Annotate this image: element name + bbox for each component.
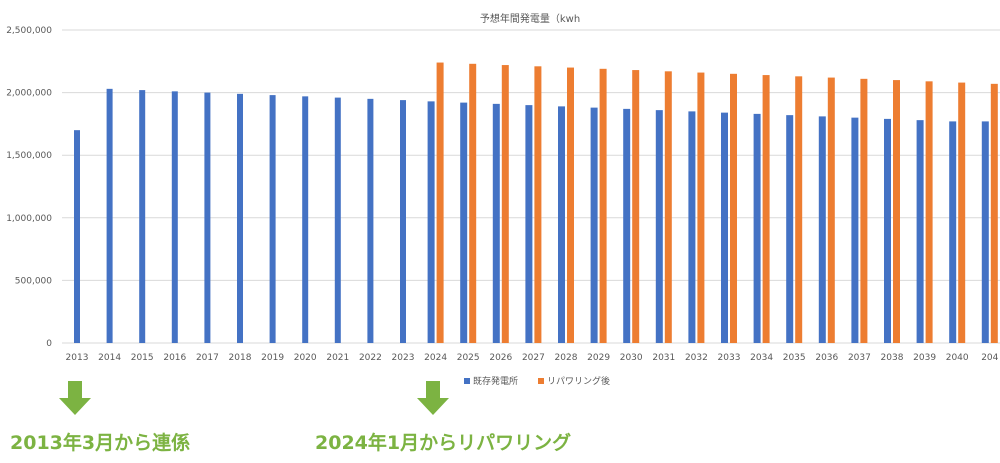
bar-existing	[818, 116, 826, 343]
x-tick-label: 2016	[163, 353, 186, 363]
legend-label: 既存発電所	[473, 375, 518, 387]
legend-swatch	[538, 378, 544, 384]
annotation-left: 2013年3月から連係	[10, 432, 191, 454]
bar-existing	[655, 110, 663, 344]
bar-repowered	[762, 75, 770, 344]
y-tick-label: 0	[46, 339, 52, 349]
bar-repowered	[632, 70, 640, 344]
x-tick-label: 2033	[718, 353, 741, 363]
bar-existing	[302, 96, 309, 343]
bar-existing	[460, 102, 468, 343]
bar-existing	[334, 97, 341, 343]
x-tick-label: 2032	[685, 353, 708, 363]
bar-existing	[786, 115, 794, 343]
bar-existing	[525, 105, 533, 344]
bar-existing	[106, 88, 113, 344]
x-tick-label: 2028	[555, 353, 578, 363]
x-tick-label: 2025	[457, 353, 480, 363]
x-tick-label: 2014	[98, 353, 121, 363]
bar-repowered	[860, 78, 868, 343]
bar-existing	[139, 90, 146, 343]
bar-existing	[851, 117, 859, 343]
x-tick-label: 2027	[522, 353, 545, 363]
bar-existing	[753, 113, 761, 343]
x-axis-ticks: 2013 2014 2015 2016 2017 2018 2019 2020 2021 2022…	[66, 353, 999, 363]
x-tick-label: 2024	[424, 353, 447, 363]
y-tick-label: 2,000,000	[6, 89, 52, 99]
x-tick-label: 2020	[294, 353, 317, 363]
bar-repowered	[436, 62, 444, 343]
bar-repowered	[567, 67, 574, 343]
y-axis-ticks: 2,500,000 2,000,000 1,500,000 1,000,000 500,…	[6, 26, 52, 349]
bar-repowered	[827, 77, 835, 344]
x-tick-label: 204	[981, 353, 998, 363]
x-tick-label: 2019	[261, 353, 284, 363]
bar-existing	[171, 91, 178, 344]
x-tick-label: 2026	[489, 353, 512, 363]
bar-existing	[623, 108, 631, 343]
x-tick-label: 2040	[946, 353, 969, 363]
legend: 既存発電所 リパワリング後	[464, 375, 610, 387]
arrow-down-icon	[417, 381, 449, 415]
bar-existing	[427, 101, 435, 343]
bar-existing	[204, 92, 211, 343]
bar-existing	[492, 103, 500, 343]
bar-existing	[721, 112, 728, 343]
bar-existing	[884, 118, 891, 343]
bar-repowered	[697, 72, 705, 344]
bar-existing	[688, 111, 696, 343]
bar-existing	[74, 130, 80, 343]
x-tick-label: 2021	[326, 353, 349, 363]
y-tick-label: 2,500,000	[6, 26, 52, 36]
bar-repowered	[534, 66, 542, 344]
bars	[74, 62, 998, 344]
x-tick-label: 2036	[815, 353, 838, 363]
x-tick-label: 2038	[881, 353, 904, 363]
arrow-down-icon	[59, 381, 91, 415]
bar-repowered	[730, 73, 737, 343]
x-tick-label: 2039	[913, 353, 936, 363]
bar-existing	[949, 121, 957, 344]
x-tick-label: 2023	[392, 353, 415, 363]
x-tick-label: 2022	[359, 353, 382, 363]
x-tick-label: 2018	[229, 353, 252, 363]
y-tick-label: 500,000	[15, 276, 52, 286]
x-tick-label: 2015	[131, 353, 154, 363]
bar-existing	[367, 98, 374, 343]
chart-title: 予想年間発電量（kwh	[480, 12, 580, 25]
bar-repowered	[990, 83, 998, 343]
annotation-right: 2024年1月からリパワリング	[315, 432, 572, 454]
bar-repowered	[469, 63, 477, 343]
x-tick-label: 2035	[783, 353, 806, 363]
bar-existing	[590, 107, 598, 344]
bar-existing	[981, 121, 989, 344]
y-tick-label: 1,000,000	[6, 214, 52, 224]
x-tick-label: 2031	[652, 353, 675, 363]
legend-swatch	[464, 378, 470, 384]
bar-repowered	[501, 65, 509, 343]
bar-existing	[916, 120, 924, 343]
bar-existing	[269, 95, 276, 343]
x-tick-label: 2013	[66, 353, 89, 363]
x-tick-label: 2037	[848, 353, 871, 363]
x-tick-label: 2029	[587, 353, 610, 363]
bar-repowered	[925, 81, 933, 343]
bar-repowered	[893, 80, 900, 343]
bar-existing	[558, 106, 565, 343]
bar-repowered	[599, 68, 607, 343]
bar-existing	[237, 93, 243, 344]
bar-repowered	[664, 71, 672, 343]
bar-repowered	[958, 82, 966, 344]
x-tick-label: 2030	[620, 353, 643, 363]
y-tick-label: 1,500,000	[6, 151, 52, 161]
x-tick-label: 2034	[750, 353, 773, 363]
bar-existing	[400, 100, 406, 343]
bar-repowered	[795, 76, 803, 343]
x-tick-label: 2017	[196, 353, 219, 363]
legend-label: リパワリング後	[547, 375, 610, 387]
